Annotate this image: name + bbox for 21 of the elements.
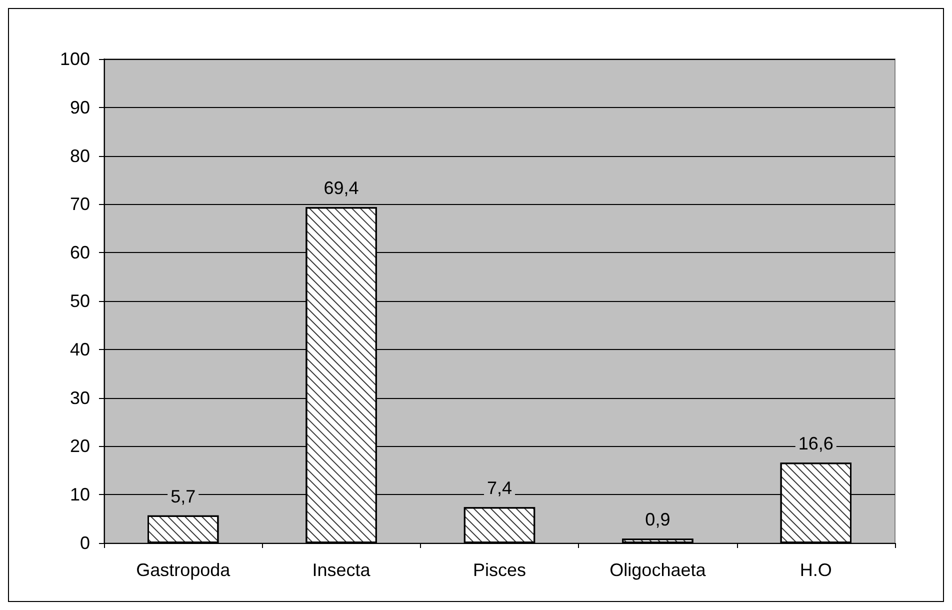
y-tick-label: 60: [70, 242, 90, 263]
y-tick-label: 10: [70, 484, 90, 505]
y-tick-label: 100: [60, 49, 90, 69]
y-tick-label: 30: [70, 388, 90, 408]
y-tick-label: 20: [70, 436, 90, 456]
data-label: 0,9: [645, 510, 670, 530]
x-tick-label: H.O: [800, 560, 832, 580]
y-tick-label: 40: [70, 339, 90, 360]
y-tick-label: 0: [80, 533, 90, 553]
data-label: 69,4: [324, 178, 359, 198]
x-tick-label: Insecta: [312, 560, 372, 580]
y-tick-label: 70: [70, 194, 90, 214]
y-tick-label: 80: [70, 146, 90, 166]
data-label: 5,7: [170, 486, 196, 506]
x-tick-label: Pisces: [472, 560, 526, 580]
data-label: 16,6: [798, 434, 834, 454]
x-tick-label: Oligochaeta: [610, 560, 707, 580]
x-tick-label: Gastropoda: [136, 560, 232, 580]
y-tick-label: 50: [70, 291, 90, 311]
data-label: 7,4: [486, 478, 512, 498]
y-tick-label: 90: [70, 97, 90, 118]
